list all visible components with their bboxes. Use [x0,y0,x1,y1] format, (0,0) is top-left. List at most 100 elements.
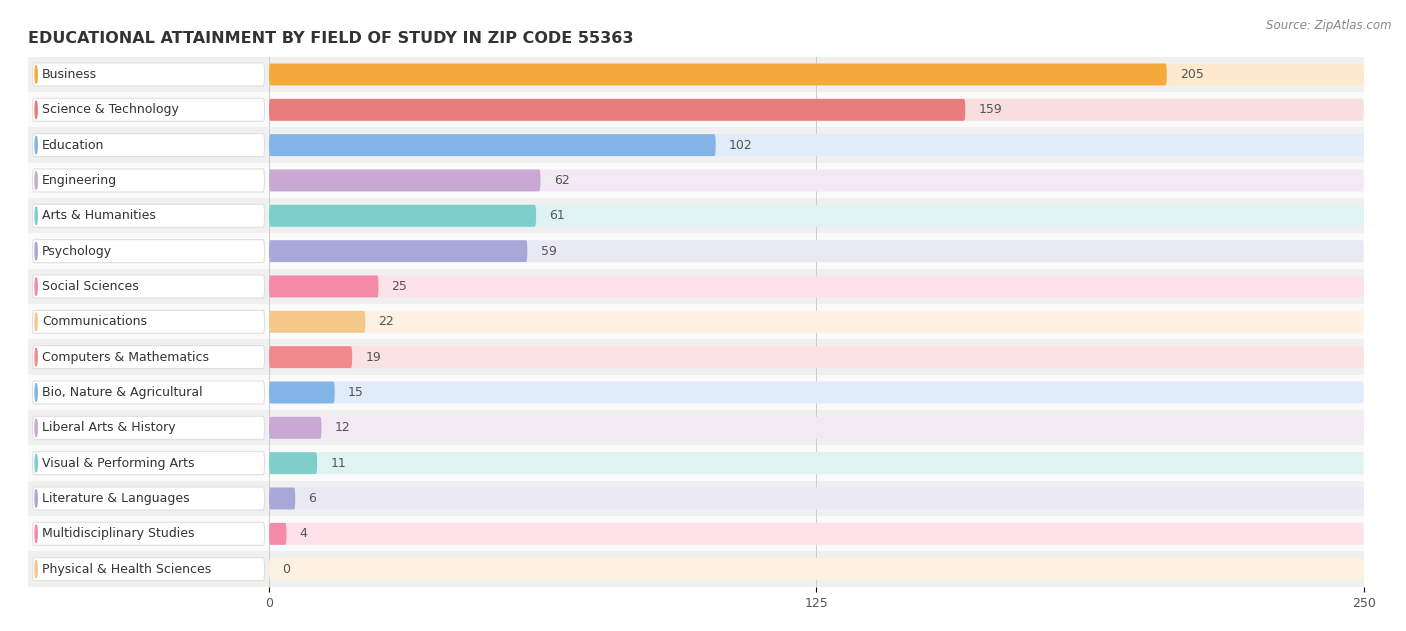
FancyBboxPatch shape [28,551,1364,587]
Text: 159: 159 [979,103,1002,116]
FancyBboxPatch shape [32,346,264,369]
FancyBboxPatch shape [28,198,1364,233]
Circle shape [35,66,37,83]
FancyBboxPatch shape [269,382,335,403]
FancyBboxPatch shape [269,276,1364,297]
Circle shape [35,384,37,401]
FancyBboxPatch shape [269,523,1364,545]
Circle shape [35,136,37,154]
Text: Source: ZipAtlas.com: Source: ZipAtlas.com [1267,19,1392,32]
FancyBboxPatch shape [269,311,1364,333]
Text: Social Sciences: Social Sciences [42,280,139,293]
Text: Science & Technology: Science & Technology [42,103,179,116]
FancyBboxPatch shape [32,558,264,581]
FancyBboxPatch shape [269,240,1364,262]
Text: 25: 25 [392,280,408,293]
Circle shape [35,242,37,260]
FancyBboxPatch shape [28,163,1364,198]
Text: 12: 12 [335,422,350,434]
Circle shape [35,172,37,189]
Text: Education: Education [42,139,104,151]
FancyBboxPatch shape [269,417,322,439]
FancyBboxPatch shape [32,310,264,333]
FancyBboxPatch shape [28,304,1364,339]
FancyBboxPatch shape [269,170,540,191]
FancyBboxPatch shape [269,452,318,474]
FancyBboxPatch shape [28,92,1364,127]
FancyBboxPatch shape [269,205,1364,227]
FancyBboxPatch shape [32,98,264,121]
FancyBboxPatch shape [269,64,1167,85]
FancyBboxPatch shape [28,481,1364,516]
FancyBboxPatch shape [32,416,264,439]
FancyBboxPatch shape [269,99,966,121]
Text: 61: 61 [550,209,565,222]
Text: 205: 205 [1180,68,1204,81]
FancyBboxPatch shape [269,240,527,262]
Text: Engineering: Engineering [42,174,117,187]
Text: 22: 22 [378,316,394,328]
FancyBboxPatch shape [28,445,1364,481]
FancyBboxPatch shape [269,488,1364,509]
FancyBboxPatch shape [269,134,716,156]
Circle shape [35,490,37,507]
Circle shape [35,525,37,543]
FancyBboxPatch shape [32,522,264,545]
FancyBboxPatch shape [269,134,1364,156]
FancyBboxPatch shape [269,99,1364,121]
FancyBboxPatch shape [269,558,1364,580]
Text: 15: 15 [347,386,364,399]
Text: Multidisciplinary Studies: Multidisciplinary Studies [42,528,194,540]
FancyBboxPatch shape [28,269,1364,304]
Circle shape [35,454,37,472]
FancyBboxPatch shape [28,410,1364,445]
FancyBboxPatch shape [32,169,264,192]
FancyBboxPatch shape [269,488,295,509]
FancyBboxPatch shape [32,452,264,475]
FancyBboxPatch shape [269,276,378,297]
FancyBboxPatch shape [32,381,264,404]
Text: 6: 6 [308,492,316,505]
FancyBboxPatch shape [28,516,1364,551]
Text: Arts & Humanities: Arts & Humanities [42,209,156,222]
FancyBboxPatch shape [269,346,1364,368]
FancyBboxPatch shape [32,134,264,156]
FancyBboxPatch shape [32,275,264,298]
Text: 59: 59 [540,245,557,257]
Text: Liberal Arts & History: Liberal Arts & History [42,422,176,434]
Text: 4: 4 [299,528,308,540]
Text: Physical & Health Sciences: Physical & Health Sciences [42,563,211,575]
Circle shape [35,419,37,437]
FancyBboxPatch shape [269,64,1364,85]
FancyBboxPatch shape [269,205,536,227]
Circle shape [35,101,37,119]
FancyBboxPatch shape [269,417,1364,439]
FancyBboxPatch shape [28,127,1364,163]
Text: Business: Business [42,68,97,81]
Text: 11: 11 [330,457,346,469]
Text: Literature & Languages: Literature & Languages [42,492,190,505]
Text: 62: 62 [554,174,569,187]
Text: 19: 19 [366,351,381,363]
Text: 102: 102 [728,139,752,151]
FancyBboxPatch shape [32,240,264,262]
FancyBboxPatch shape [28,339,1364,375]
FancyBboxPatch shape [269,382,1364,403]
Circle shape [35,207,37,225]
Text: Computers & Mathematics: Computers & Mathematics [42,351,209,363]
Text: Communications: Communications [42,316,146,328]
Text: Psychology: Psychology [42,245,112,257]
FancyBboxPatch shape [28,375,1364,410]
Circle shape [35,313,37,331]
FancyBboxPatch shape [269,523,287,545]
FancyBboxPatch shape [28,233,1364,269]
FancyBboxPatch shape [32,487,264,510]
Text: 0: 0 [283,563,290,575]
Text: Bio, Nature & Agricultural: Bio, Nature & Agricultural [42,386,202,399]
Circle shape [35,348,37,366]
Circle shape [35,278,37,295]
Text: Visual & Performing Arts: Visual & Performing Arts [42,457,194,469]
FancyBboxPatch shape [269,170,1364,191]
FancyBboxPatch shape [269,311,366,333]
Circle shape [35,560,37,578]
